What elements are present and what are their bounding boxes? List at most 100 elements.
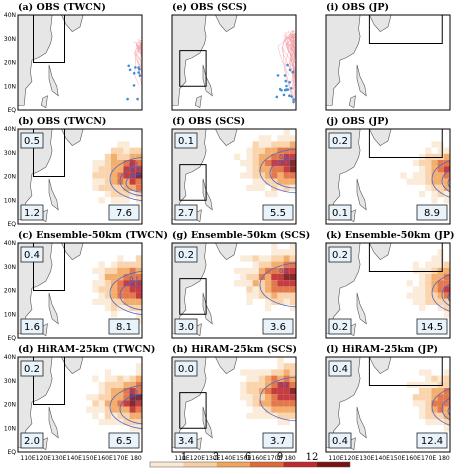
density-cell bbox=[271, 160, 278, 167]
x-tick-label: 110E bbox=[174, 455, 189, 462]
colorbar-segment bbox=[216, 462, 250, 467]
storm-track bbox=[463, 46, 474, 88]
y-tick-label: 20N bbox=[4, 60, 16, 67]
probability-contour bbox=[259, 262, 296, 308]
density-cell bbox=[98, 381, 105, 388]
storm-track bbox=[298, 38, 331, 95]
density-cell bbox=[240, 381, 247, 388]
density-cell bbox=[252, 375, 259, 382]
density-cell bbox=[443, 292, 450, 299]
density-cell bbox=[289, 400, 296, 407]
density-cell bbox=[258, 267, 265, 274]
density-cell bbox=[289, 243, 296, 250]
density-cell bbox=[419, 406, 426, 413]
density-cell bbox=[289, 363, 296, 370]
value-box-bl: 0.2 bbox=[332, 322, 348, 333]
density-cell bbox=[437, 388, 444, 395]
density-cell bbox=[123, 197, 130, 204]
map-frame bbox=[171, 14, 297, 111]
storm-track bbox=[460, 40, 474, 91]
map-frame bbox=[325, 14, 451, 111]
density-cell bbox=[271, 286, 278, 293]
genesis-point bbox=[126, 97, 129, 101]
genesis-point bbox=[275, 95, 279, 99]
target-region-box bbox=[179, 50, 207, 87]
storm-track bbox=[133, 42, 142, 81]
y-tick-label: 20N bbox=[4, 288, 16, 295]
storm-track bbox=[462, 44, 474, 74]
density-cell bbox=[258, 255, 265, 262]
density-cell bbox=[412, 394, 419, 401]
density-cell bbox=[265, 178, 272, 185]
storm-track bbox=[460, 48, 474, 93]
density-cell bbox=[104, 153, 111, 160]
philippines-landmass bbox=[356, 64, 367, 97]
density-cell bbox=[117, 147, 124, 154]
storm-track bbox=[141, 43, 142, 45]
density-cell bbox=[111, 298, 118, 305]
value-box bbox=[174, 132, 198, 149]
density-cell bbox=[419, 292, 426, 299]
storm-track bbox=[144, 41, 170, 70]
density-cell bbox=[252, 381, 259, 388]
density-cell bbox=[437, 375, 444, 382]
panel-title: (i) OBS (JP) bbox=[326, 2, 389, 13]
storm-track bbox=[462, 47, 474, 91]
density-cell bbox=[277, 357, 284, 364]
density-cell bbox=[104, 160, 111, 167]
storm-track bbox=[469, 46, 474, 92]
density-cell bbox=[431, 255, 438, 262]
density-cell bbox=[283, 274, 290, 281]
density-cell bbox=[135, 419, 142, 426]
density-cell bbox=[271, 400, 278, 407]
storm-track bbox=[465, 43, 474, 103]
density-cell bbox=[265, 286, 272, 293]
density-cell bbox=[277, 388, 284, 395]
density-cell bbox=[252, 400, 259, 407]
density-cell bbox=[135, 147, 142, 154]
density-cell bbox=[425, 388, 432, 395]
y-tick-label: 40N bbox=[4, 240, 16, 247]
density-cell bbox=[419, 394, 426, 401]
panel-title: (h) HiRAM-25km (SCS) bbox=[172, 344, 297, 355]
storm-track bbox=[469, 51, 474, 93]
density-cell bbox=[425, 160, 432, 167]
density-cell bbox=[129, 400, 136, 407]
value-box bbox=[108, 318, 140, 335]
genesis-point bbox=[288, 81, 291, 84]
density-cell bbox=[104, 419, 111, 426]
density-cell bbox=[283, 141, 290, 148]
storm-track bbox=[460, 50, 474, 104]
japan-landmass bbox=[61, 357, 84, 375]
density-cell bbox=[135, 298, 142, 305]
density-cell bbox=[425, 184, 432, 191]
storm-track bbox=[291, 39, 296, 49]
density-cell bbox=[104, 375, 111, 382]
storm-track bbox=[148, 48, 173, 79]
density-cell bbox=[265, 160, 272, 167]
density-cell bbox=[437, 178, 444, 185]
density-cell bbox=[265, 172, 272, 179]
density-cell bbox=[104, 172, 111, 179]
density-cell bbox=[289, 412, 296, 419]
storm-track bbox=[143, 41, 156, 85]
density-cell bbox=[246, 369, 253, 376]
density-cell bbox=[431, 197, 438, 204]
density-cell bbox=[431, 280, 438, 287]
density-cell bbox=[265, 255, 272, 262]
genesis-point bbox=[288, 94, 291, 97]
density-cell bbox=[98, 280, 105, 287]
philippines-landmass bbox=[48, 406, 59, 439]
density-cell bbox=[123, 153, 130, 160]
storm-track bbox=[461, 45, 473, 71]
density-cell bbox=[283, 298, 290, 305]
density-cell bbox=[425, 400, 432, 407]
density-cell bbox=[443, 178, 450, 185]
y-tick-label: EQ bbox=[7, 335, 16, 342]
storm-track bbox=[462, 42, 474, 91]
density-cell bbox=[98, 178, 105, 185]
density-cell bbox=[123, 274, 130, 281]
storm-track bbox=[460, 43, 474, 81]
density-cell bbox=[431, 141, 438, 148]
density-cell bbox=[111, 191, 118, 198]
